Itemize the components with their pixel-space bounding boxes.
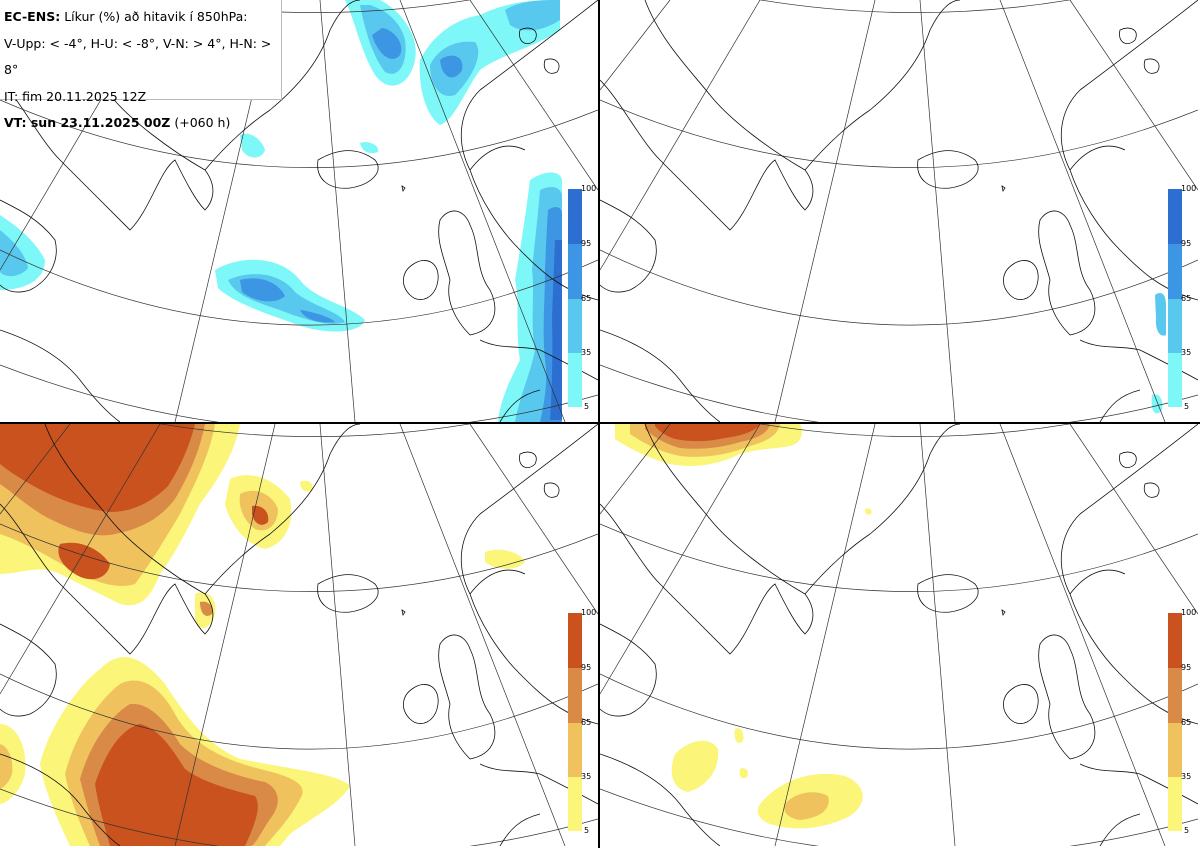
colorbar-label: 35 — [581, 772, 592, 781]
colorbar-segment — [568, 777, 582, 831]
map-panel-v-n: 100 95 65 35 5 — [0, 424, 598, 846]
colorbar-label: 5 — [1184, 826, 1190, 835]
model-name: EC-ENS: — [4, 9, 61, 24]
info-lead-time: (+060 h) — [174, 115, 231, 130]
colorbar-cold: 100 95 65 35 5 — [1168, 185, 1196, 411]
colorbar-label: 35 — [1181, 772, 1192, 781]
colorbar-segment — [1168, 613, 1182, 668]
colorbar-label: 100 — [1181, 184, 1197, 193]
info-init-time: IT: fim 20.11.2025 12Z — [4, 88, 147, 104]
colorbar-label: 35 — [1181, 348, 1192, 357]
colorbar-segment — [568, 244, 582, 299]
colorbar-segment — [568, 668, 582, 723]
colorbar-label: 100 — [581, 184, 597, 193]
forecast-info-box: EC-ENS: Líkur (%) að hitavik í 850hPa: V… — [0, 0, 282, 130]
colorbar-segment — [1168, 189, 1182, 244]
colorbar-label: 95 — [1181, 663, 1192, 672]
colorbar-label: 5 — [1184, 402, 1190, 411]
colorbar-label: 95 — [1181, 239, 1192, 248]
panel-divider-vertical — [598, 0, 600, 848]
colorbar-segment — [1168, 299, 1182, 353]
colorbar-segment — [568, 723, 582, 777]
info-title-line: EC-ENS: Líkur (%) að hitavik í 850hPa: — [4, 4, 277, 31]
colorbar-label: 100 — [581, 608, 597, 617]
colorbar-segment — [1168, 244, 1182, 299]
colorbar-segment — [568, 613, 582, 668]
info-valid-line: VT: sun 23.11.2025 00Z (+060 h) — [4, 110, 277, 137]
info-categories: V-Upp: < -4°, H-U: < -8°, V-N: > 4°, H-N… — [4, 35, 272, 78]
probability-fill — [615, 424, 872, 829]
colorbar-warm: 100 95 65 35 5 — [1168, 609, 1196, 835]
map-panel-h-u: 100 95 65 35 5 — [600, 0, 1198, 422]
colorbar-label: 95 — [581, 239, 592, 248]
probability-fill — [0, 424, 525, 846]
colorbar-label: 35 — [581, 348, 592, 357]
panel-divider-horizontal — [0, 422, 1200, 424]
colorbar-label: 100 — [1181, 608, 1197, 617]
probability-fill — [1151, 293, 1166, 414]
map-panel-h-n: 100 95 65 35 5 — [600, 424, 1198, 846]
colorbar-label: 5 — [584, 826, 590, 835]
colorbar-warm: 100 95 65 35 5 — [568, 609, 596, 835]
colorbar-segment — [568, 299, 582, 353]
colorbar-label: 5 — [584, 402, 590, 411]
colorbar-segment — [568, 189, 582, 244]
colorbar-label: 95 — [581, 663, 592, 672]
probability-fill — [0, 0, 562, 422]
colorbar-segment — [1168, 668, 1182, 723]
colorbar-segment — [568, 353, 582, 407]
colorbar-segment — [1168, 723, 1182, 777]
map-panel-v-upp: EC-ENS: Líkur (%) að hitavik í 850hPa: V… — [0, 0, 598, 422]
colorbar-label: 65 — [581, 718, 592, 727]
colorbar-segment — [1168, 777, 1182, 831]
colorbar-label: 65 — [581, 294, 592, 303]
info-valid-time: VT: sun 23.11.2025 00Z — [4, 115, 171, 130]
info-title: Líkur (%) að hitavik í 850hPa: — [64, 9, 248, 24]
colorbar-label: 65 — [1181, 718, 1192, 727]
colorbar-label: 65 — [1181, 294, 1192, 303]
colorbar-segment — [1168, 353, 1182, 407]
colorbar-cold: 100 95 65 35 5 — [568, 185, 596, 411]
